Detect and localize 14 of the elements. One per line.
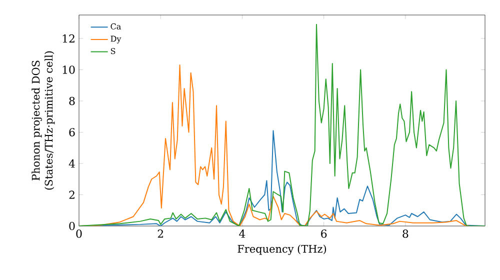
y-tick-label: 8: [69, 96, 75, 106]
x-tick-label: 4: [239, 230, 246, 238]
x-tick-label: 2: [158, 230, 164, 238]
x-tick-label: 8: [402, 230, 408, 238]
y-tick-label: 4: [68, 159, 75, 168]
y-tick-label: 6: [69, 128, 75, 136]
x-tick-label: 0: [76, 230, 82, 238]
x-axis-title: Frequency (THz): [238, 244, 326, 255]
y-tick-label: 0: [69, 222, 75, 230]
y-axis-title: Phonon projected DOS (States/THz·primitive cell): [32, 51, 55, 190]
y-tick-label: 12: [62, 34, 74, 43]
y-tick-label: 2: [69, 190, 74, 199]
x-tick-label: 6: [321, 230, 327, 238]
y-tick-label: 10: [62, 66, 75, 74]
